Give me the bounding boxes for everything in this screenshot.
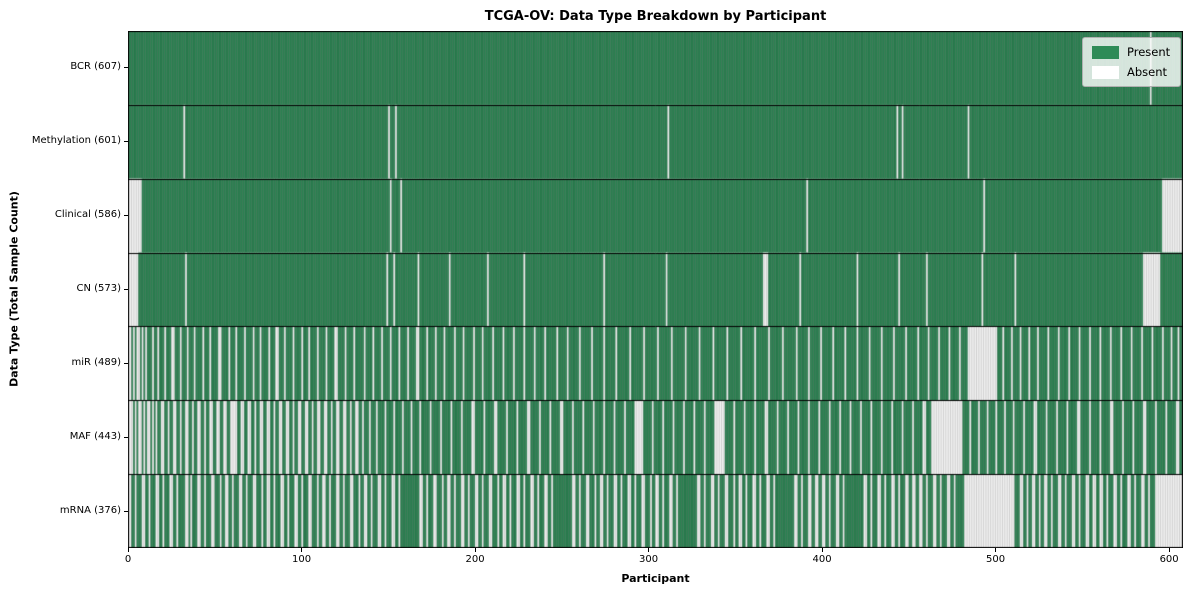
x-tick-label: 300 xyxy=(639,554,659,565)
x-tick-label: 100 xyxy=(291,554,312,565)
absent-swatch xyxy=(1092,65,1119,79)
y-tick-mark xyxy=(124,362,128,364)
y-tick-label: Clinical (586) xyxy=(54,209,121,221)
y-tick-label: CN (573) xyxy=(76,283,121,294)
x-tick-mark xyxy=(127,548,129,552)
y-tick-mark xyxy=(124,289,128,290)
plot-area xyxy=(128,31,1183,548)
x-tick-label: 400 xyxy=(812,554,832,565)
presence-matrix-canvas xyxy=(128,31,1183,548)
y-tick-label: BCR (607) xyxy=(70,61,121,73)
chart-title: TCGA-OV: Data Type Breakdown by Particip… xyxy=(484,9,827,24)
x-tick-label: 200 xyxy=(465,554,485,565)
x-tick-mark xyxy=(1168,548,1170,552)
x-axis-label: Participant xyxy=(621,572,690,585)
legend-label: Absent xyxy=(1127,65,1168,79)
present-swatch xyxy=(1092,45,1119,59)
y-tick-mark xyxy=(124,215,128,217)
y-tick-mark xyxy=(124,67,128,69)
y-tick-mark xyxy=(124,510,128,512)
x-tick-label: 0 xyxy=(124,554,132,565)
x-tick-mark xyxy=(474,548,476,552)
y-tick-mark xyxy=(124,141,128,143)
y-tick-label: miR (489) xyxy=(71,356,121,368)
y-tick-label: Methylation (601) xyxy=(31,135,121,147)
x-tick-label: 500 xyxy=(986,554,1006,565)
y-tick-label: mRNA (376) xyxy=(59,504,121,516)
legend-item-present: Present xyxy=(1092,45,1170,59)
x-tick-mark xyxy=(995,548,997,552)
x-tick-label: 600 xyxy=(1159,554,1179,565)
y-tick-mark xyxy=(124,436,128,438)
legend: Present Absent xyxy=(1082,37,1182,87)
legend-item-absent: Absent xyxy=(1092,65,1170,79)
legend-label: Present xyxy=(1127,45,1171,59)
y-tick-label: MAF (443) xyxy=(69,430,121,442)
x-tick-mark xyxy=(821,548,823,552)
x-tick-mark xyxy=(648,548,650,552)
x-tick-mark xyxy=(301,548,303,552)
